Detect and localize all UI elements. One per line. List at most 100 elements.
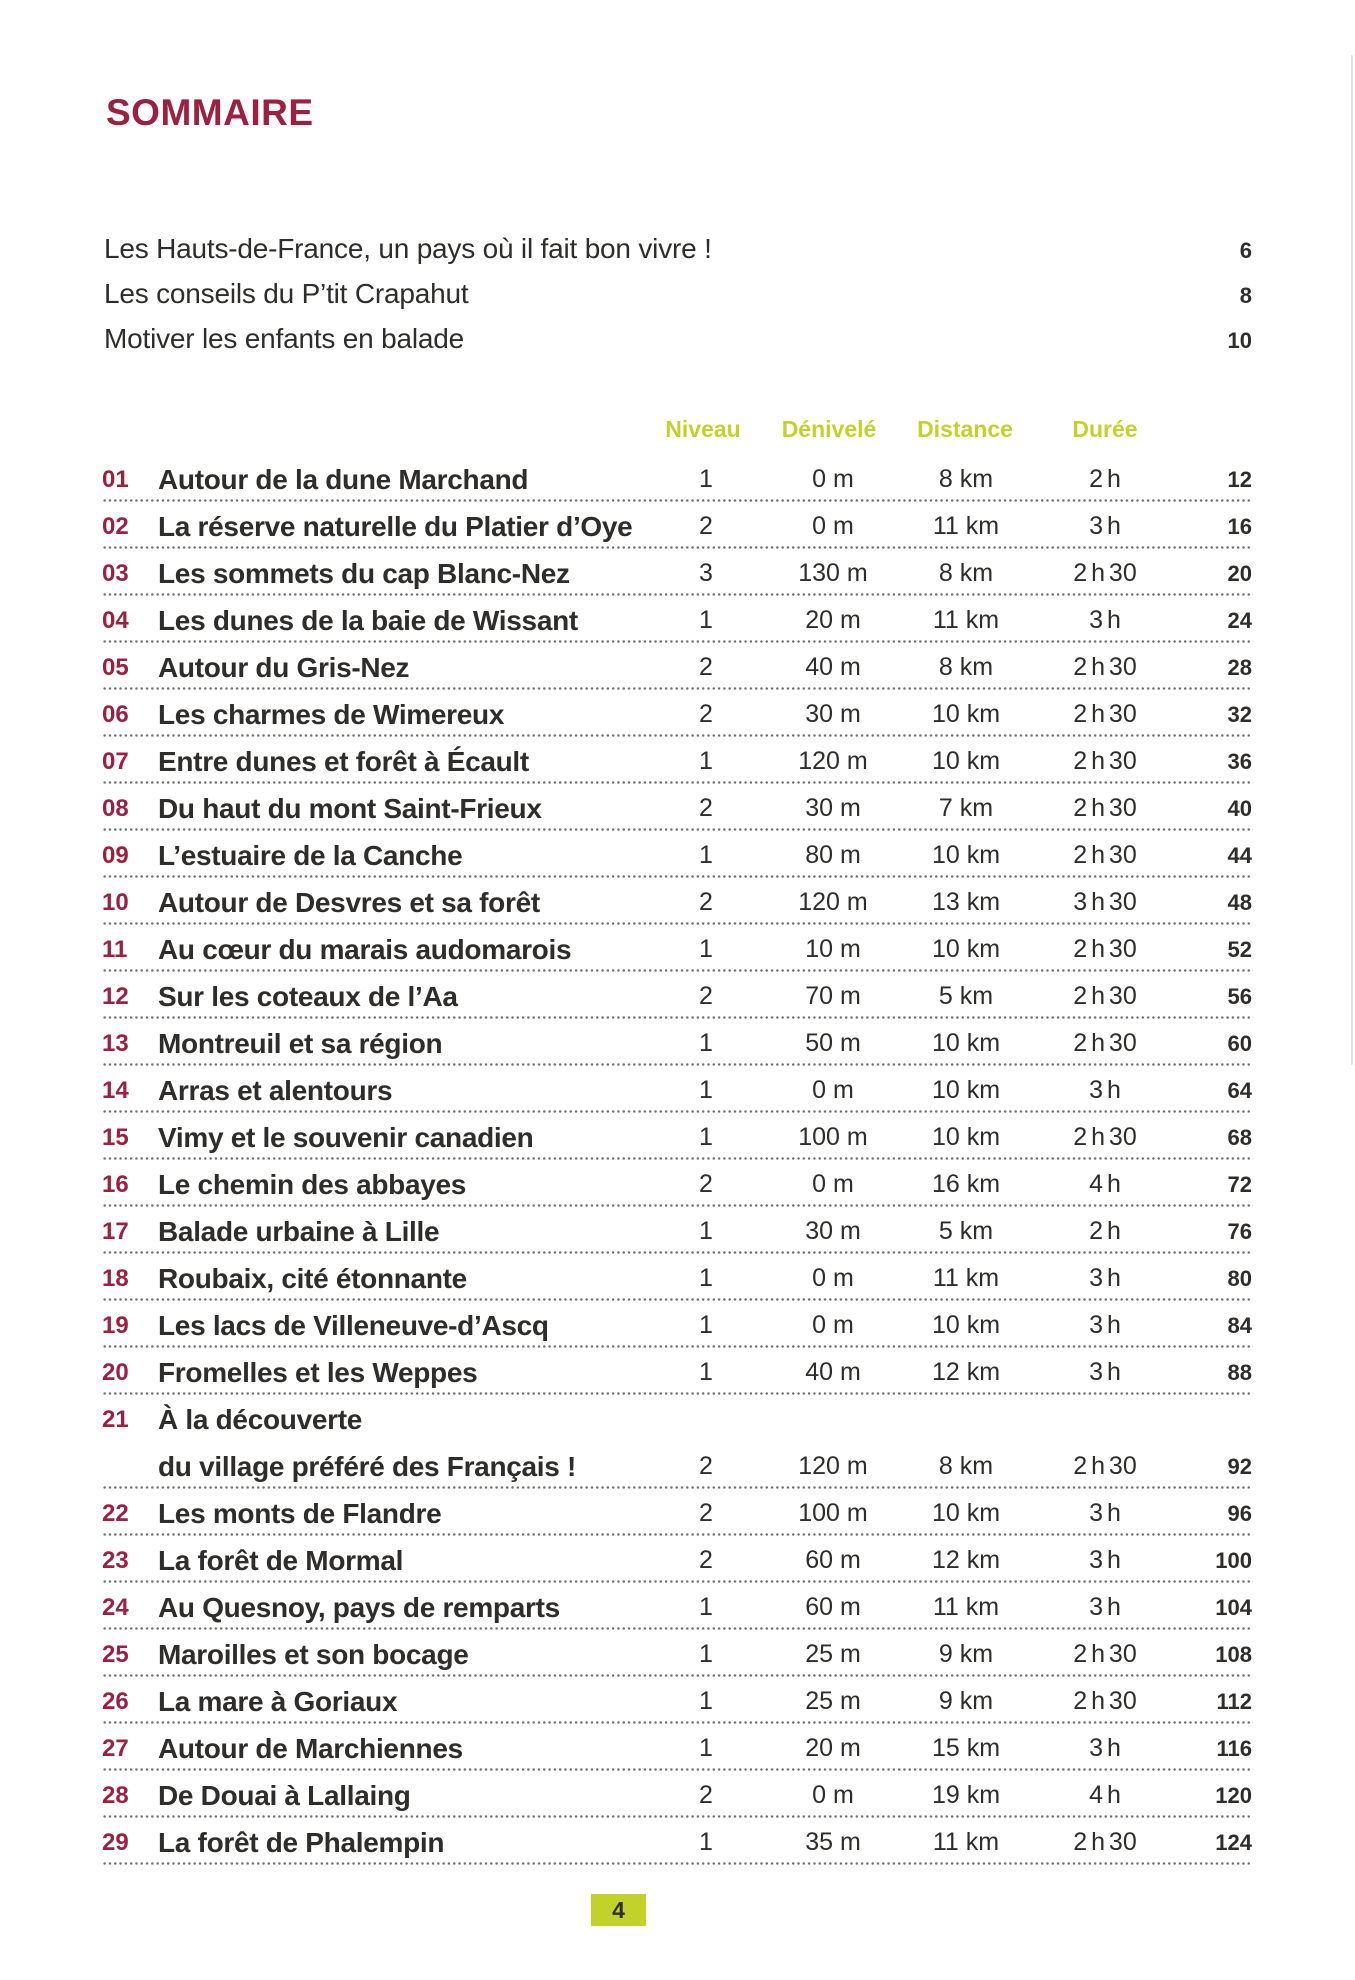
entry-denivele: 0 m: [812, 1076, 854, 1104]
entry-page: 60: [1227, 1031, 1252, 1056]
entry-niveau: 1: [699, 1640, 713, 1668]
entry-title: Le chemin des abbayes: [158, 1169, 467, 1200]
entry-duree: 3 h: [1089, 1358, 1121, 1386]
entry-niveau: 1: [699, 841, 713, 869]
entry-number: 26: [102, 1688, 129, 1715]
entry-denivele: 35 m: [805, 1828, 861, 1856]
entry-title: Balade urbaine à Lille: [158, 1216, 440, 1247]
row-separator: [102, 734, 1253, 737]
row-separator: [102, 1815, 1253, 1818]
entry-niveau: 1: [699, 1311, 713, 1339]
entry-number: 14: [102, 1077, 129, 1104]
entry-denivele: 0 m: [812, 1311, 854, 1339]
entry-number: 09: [102, 842, 129, 869]
entry-denivele: 50 m: [805, 1029, 861, 1057]
entry-title: Du haut du mont Saint-Frieux: [158, 793, 542, 824]
entry-distance: 16 km: [931, 1170, 1001, 1198]
entry-number: 18: [102, 1265, 129, 1292]
toc-entry: 05 Autour du Gris-Nez 2 40 m 8 km 2 h 30…: [0, 644, 1355, 691]
entry-title: La forêt de Phalempin: [158, 1827, 445, 1858]
entry-distance: 13 km: [931, 888, 1001, 916]
toc-entry: 11 Au cœur du marais audomarois 1 10 m 1…: [0, 926, 1355, 973]
entry-denivele: 100 m: [798, 1499, 868, 1527]
toc-entry: 10 Autour de Desvres et sa forêt 2 120 m…: [0, 879, 1355, 926]
entry-distance: 10 km: [931, 1123, 1001, 1151]
row-separator: [102, 593, 1253, 596]
entry-distance: 12 km: [931, 1546, 1001, 1574]
toc-entry: 07 Entre dunes et forêt à Écault 1 120 m…: [0, 738, 1355, 785]
entry-page: 24: [1227, 608, 1252, 633]
entry-number: 11: [102, 936, 128, 963]
entry-niveau: 2: [699, 888, 713, 916]
toc-entry: 13 Montreuil et sa région 1 50 m 10 km 2…: [0, 1020, 1355, 1067]
intro-item-label: Les Hauts-de-France, un pays où il fait …: [104, 233, 712, 264]
entry-duree: 2 h 30: [1073, 982, 1137, 1010]
entry-number: 20: [102, 1359, 129, 1386]
entry-page: 48: [1227, 890, 1252, 915]
entry-duree: 3 h: [1089, 1499, 1121, 1527]
toc-entry: 20 Fromelles et les Weppes 1 40 m 12 km …: [0, 1349, 1355, 1396]
row-separator: [102, 1392, 1253, 1395]
entry-title-line2: du village préféré des Français !: [158, 1451, 577, 1482]
entry-title: Au Quesnoy, pays de remparts: [158, 1592, 560, 1623]
entry-page: 104: [1215, 1595, 1252, 1620]
entry-title: À la découverte: [158, 1404, 363, 1435]
entry-duree: 2 h 30: [1073, 700, 1137, 728]
entry-niveau: 2: [699, 1499, 713, 1527]
entry-page: 116: [1216, 1736, 1253, 1761]
toc-entry: 15 Vimy et le souvenir canadien 1 100 m …: [0, 1114, 1355, 1161]
entry-niveau: 1: [699, 1123, 713, 1151]
row-separator: [102, 1627, 1253, 1630]
entry-niveau: 1: [699, 747, 713, 775]
entry-page: 28: [1227, 655, 1252, 680]
entry-title: Autour du Gris-Nez: [158, 652, 410, 683]
entry-number: 07: [102, 748, 129, 775]
row-separator: [102, 1768, 1253, 1771]
row-separator: [102, 1862, 1253, 1865]
entry-distance: 8 km: [938, 465, 994, 493]
row-separator: [102, 1110, 1253, 1113]
entry-page: 40: [1227, 796, 1252, 821]
entry-title: Sur les coteaux de l’Aa: [158, 981, 458, 1012]
toc-entry: 06 Les charmes de Wimereux 2 30 m 10 km …: [0, 691, 1355, 738]
entry-number: 13: [102, 1030, 129, 1057]
entry-distance: 10 km: [931, 747, 1001, 775]
entry-duree: 2 h 30: [1073, 653, 1137, 681]
entry-denivele: 20 m: [805, 606, 861, 634]
entry-duree: 3 h: [1089, 1076, 1121, 1104]
row-separator: [102, 1345, 1253, 1348]
entry-title: La réserve naturelle du Platier d’Oye: [158, 511, 633, 542]
entry-denivele: 60 m: [805, 1546, 861, 1574]
entry-title: Les charmes de Wimereux: [158, 699, 505, 730]
entry-number: 16: [102, 1171, 129, 1198]
row-separator: [102, 1063, 1253, 1066]
toc-entry: 28 De Douai à Lallaing 2 0 m 19 km 4 h 1…: [0, 1772, 1355, 1819]
entry-distance: 11 km: [932, 1828, 1000, 1856]
entry-niveau: 2: [699, 1452, 713, 1480]
row-separator: [102, 1674, 1253, 1677]
entry-number: 21: [102, 1406, 129, 1433]
entry-page: 68: [1227, 1125, 1252, 1150]
entry-title: Vimy et le souvenir canadien: [158, 1122, 534, 1153]
entry-page: 108: [1215, 1642, 1252, 1667]
toc-list: 01 Autour de la dune Marchand 1 0 m 8 km…: [0, 456, 1355, 1866]
intro-item: Les Hauts-de-France, un pays où il fait …: [104, 226, 1252, 271]
row-separator: [102, 1486, 1253, 1489]
entry-duree: 2 h 30: [1073, 841, 1137, 869]
entry-niveau: 2: [699, 700, 713, 728]
toc-entry: 23 La forêt de Mormal 2 60 m 12 km 3 h 1…: [0, 1537, 1355, 1584]
entry-title: Les lacs de Villeneuve-d’Ascq: [158, 1310, 549, 1341]
toc-entry: 12 Sur les coteaux de l’Aa 2 70 m 5 km 2…: [0, 973, 1355, 1020]
row-separator: [102, 1721, 1253, 1724]
toc-entry: 19 Les lacs de Villeneuve-d’Ascq 1 0 m 1…: [0, 1302, 1355, 1349]
entry-page: 16: [1227, 514, 1252, 539]
entry-title: Entre dunes et forêt à Écault: [158, 746, 529, 777]
toc-entry: 25 Maroilles et son bocage 1 25 m 9 km 2…: [0, 1631, 1355, 1678]
row-separator: [102, 875, 1253, 878]
entry-denivele: 25 m: [805, 1640, 861, 1668]
entry-number: 22: [102, 1500, 129, 1527]
entry-title: Les dunes de la baie de Wissant: [158, 605, 578, 636]
row-separator: [102, 499, 1253, 502]
entry-distance: 5 km: [938, 982, 994, 1010]
entry-denivele: 40 m: [805, 1358, 861, 1386]
